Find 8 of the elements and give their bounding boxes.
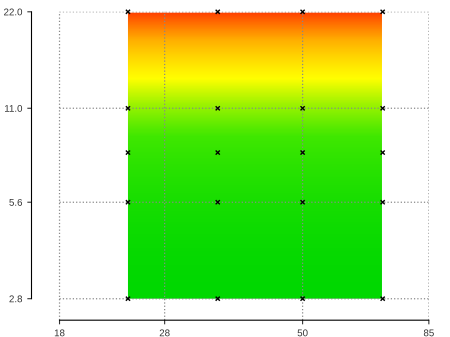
- x-tick-label: 50: [298, 329, 308, 336]
- x-tick-label: 85: [424, 329, 434, 336]
- y-tick-label: 11.0: [5, 105, 22, 112]
- x-tick-label: 18: [54, 329, 65, 336]
- x-tick-label: 28: [160, 329, 170, 336]
- y-tick-label: 5.6: [9, 198, 22, 206]
- y-tick-label: 22.0: [4, 8, 22, 16]
- y-tick-label: 2.8: [9, 295, 22, 302]
